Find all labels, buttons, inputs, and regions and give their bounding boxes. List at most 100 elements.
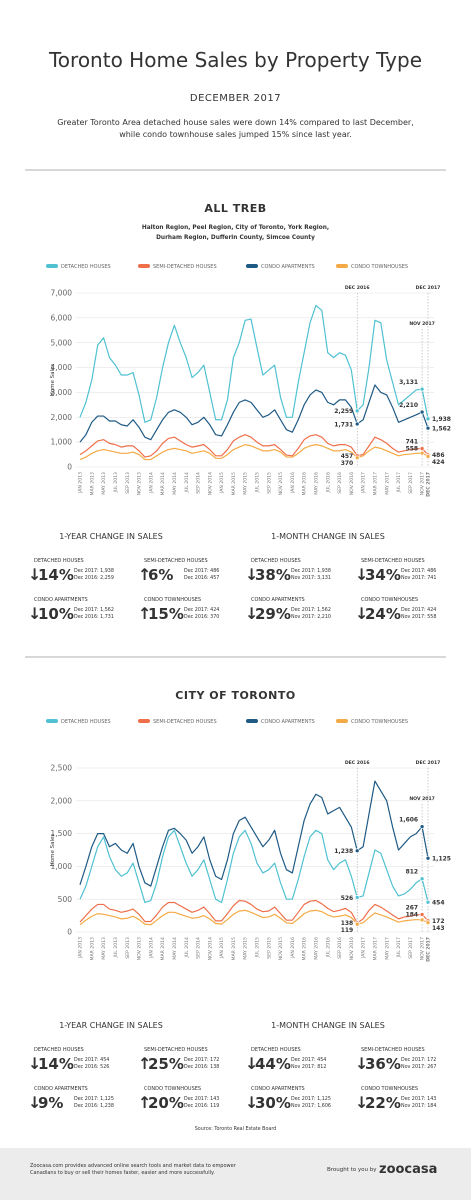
x-tick-label: JAN 2015 xyxy=(219,937,225,959)
change-pct: 36% xyxy=(365,1055,401,1073)
legend-label: SEMI-DETACHED HOUSES xyxy=(153,719,217,725)
change-pct: 20% xyxy=(148,1094,184,1112)
change-detail: Nov 2017: 184 xyxy=(401,1103,436,1109)
x-tick-label: MAY 2014 xyxy=(172,937,178,960)
point xyxy=(425,454,431,459)
point xyxy=(425,920,431,925)
x-tick-label: DEC 2017 xyxy=(426,472,432,497)
x-tick-label: JAN 2013 xyxy=(78,472,84,494)
change-detail: Dec 2017: 454 xyxy=(291,1057,326,1063)
x-tick-label: MAR 2014 xyxy=(160,472,166,496)
x-tick-label: JAN 2013 xyxy=(78,937,84,959)
point xyxy=(419,824,425,829)
x-tick-label: SEP 2016 xyxy=(337,937,343,959)
x-tick-label: NOV 2014 xyxy=(207,472,213,495)
change-name: CONDO TOWNHOUSES xyxy=(361,1086,418,1092)
change-arrow: ↓ xyxy=(28,1054,41,1073)
x-tick-label: NOV 2016 xyxy=(349,472,355,495)
change-arrow: ↓ xyxy=(245,604,258,623)
y-tick-label: 3,000 xyxy=(51,388,73,397)
x-tick-label: MAY 2013 xyxy=(101,472,107,495)
change-name: CONDO APARTMENTS xyxy=(34,1086,88,1092)
data-label: 1,238 xyxy=(334,848,353,855)
x-tick-label: MAR 2015 xyxy=(231,472,237,496)
series-line xyxy=(79,780,429,887)
y-tick-label: 2,500 xyxy=(51,764,73,773)
change-pct: 30% xyxy=(255,1094,291,1112)
change-detail: Nov 2017: 558 xyxy=(401,614,436,620)
data-label: 267 xyxy=(406,904,419,911)
change-pct: 29% xyxy=(255,605,291,623)
x-tick-label: SEP 2015 xyxy=(266,472,272,494)
annotation-label: DEC 2017 xyxy=(416,285,441,291)
x-tick-label: MAY 2017 xyxy=(384,472,390,495)
section-heading: ALL TREB xyxy=(204,202,266,215)
point xyxy=(354,848,360,854)
change-pct: 34% xyxy=(365,566,401,584)
point xyxy=(354,921,360,927)
change-detail: Dec 2016: 138 xyxy=(184,1064,219,1070)
x-tick-label: DEC 2017 xyxy=(426,937,432,962)
point xyxy=(419,917,425,923)
x-tick-label: MAR 2016 xyxy=(302,937,308,961)
change-name: DETACHED HOUSES xyxy=(34,558,84,564)
point xyxy=(354,408,360,414)
change-name: SEMI-DETACHED HOUSES xyxy=(144,1047,208,1053)
change-detail: Dec 2017: 1,125 xyxy=(291,1096,331,1102)
change-detail: Nov 2017: 3,131 xyxy=(291,575,331,581)
change-detail: Nov 2017: 267 xyxy=(401,1064,436,1070)
legend-label: DETACHED HOUSES xyxy=(61,264,111,270)
x-tick-label: NOV 2015 xyxy=(278,472,284,495)
point xyxy=(419,446,425,451)
change-detail: Dec 2017: 172 xyxy=(184,1057,219,1063)
y-axis-label: Home Sales xyxy=(50,364,56,397)
brand: zoocasa xyxy=(379,1162,437,1177)
change-pct: 10% xyxy=(38,605,74,623)
data-label: 741 xyxy=(406,439,419,446)
point xyxy=(419,876,425,882)
x-tick-label: JUL 2014 xyxy=(184,472,190,494)
change-detail: Dec 2016: 2,259 xyxy=(74,575,114,581)
change-title: 1-MONTH CHANGE IN SALES xyxy=(271,532,385,541)
change-detail: Dec 2016: 526 xyxy=(74,1064,109,1070)
series-line xyxy=(79,304,429,423)
data-label: 119 xyxy=(341,927,354,934)
point xyxy=(419,409,425,415)
change-detail: Nov 2017: 812 xyxy=(291,1064,326,1070)
data-label: 457 xyxy=(341,453,354,460)
change-pct: 38% xyxy=(255,566,291,584)
legend-label: CONDO TOWNHOUSES xyxy=(351,719,408,725)
change-arrow: ↑ xyxy=(138,565,151,584)
subtitle-line: Greater Toronto Area detached house sale… xyxy=(57,118,414,127)
change-name: SEMI-DETACHED HOUSES xyxy=(361,558,425,564)
x-tick-label: SEP 2013 xyxy=(125,472,131,494)
change-detail: Dec 2017: 143 xyxy=(184,1096,219,1102)
series-line xyxy=(79,909,429,926)
change-detail: Dec 2016: 370 xyxy=(184,614,219,620)
x-tick-label: SEP 2017 xyxy=(408,937,414,959)
change-pct: 22% xyxy=(365,1094,401,1112)
y-tick-label: 5,000 xyxy=(51,338,73,347)
change-arrow: ↓ xyxy=(28,1093,41,1112)
x-tick-label: MAR 2013 xyxy=(89,472,95,496)
series-line xyxy=(79,384,429,443)
x-tick-label: NOV 2014 xyxy=(207,937,213,960)
x-tick-label: MAY 2015 xyxy=(243,472,249,495)
x-tick-label: MAY 2016 xyxy=(314,472,320,495)
footer-band xyxy=(0,1148,471,1200)
date: DECEMBER 2017 xyxy=(190,93,281,104)
x-tick-label: JAN 2015 xyxy=(219,472,225,494)
x-tick-label: JUL 2016 xyxy=(325,472,331,494)
change-name: CONDO APARTMENTS xyxy=(251,597,305,603)
x-tick-label: NOV 2015 xyxy=(278,937,284,960)
legend-label: SEMI-DETACHED HOUSES xyxy=(153,264,217,270)
y-tick-label: 1,500 xyxy=(51,829,73,838)
y-tick-label: 4,000 xyxy=(51,363,73,372)
x-tick-label: JAN 2014 xyxy=(148,937,154,959)
change-arrow: ↓ xyxy=(28,565,41,584)
change-detail: Dec 2017: 424 xyxy=(401,607,436,613)
x-tick-label: JAN 2017 xyxy=(361,472,367,494)
x-tick-label: JUL 2014 xyxy=(184,937,190,959)
